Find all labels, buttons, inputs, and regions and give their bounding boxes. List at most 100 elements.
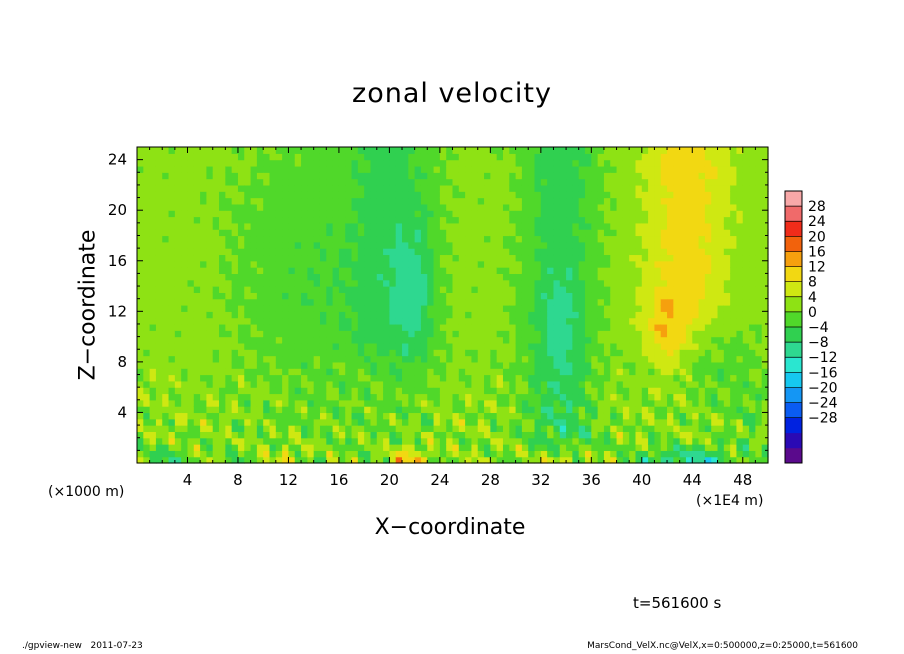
field-cell (395, 172, 403, 180)
field-cell (704, 153, 712, 161)
field-cell (572, 330, 580, 338)
field-cell (370, 222, 378, 230)
field-cell (749, 254, 756, 262)
field-cell (452, 286, 460, 293)
field-cell (553, 210, 561, 218)
field-cell (332, 330, 340, 338)
field-cell (616, 330, 624, 338)
field-cell (269, 191, 277, 199)
field-cell (698, 248, 706, 256)
field-cell (357, 437, 365, 445)
field-cell (629, 292, 637, 300)
field-cell (433, 229, 441, 237)
field-cell (162, 210, 170, 218)
field-cell (294, 317, 302, 325)
field-cell (660, 210, 668, 218)
field-cell (338, 387, 346, 395)
field-cell (572, 342, 580, 350)
field-cell (433, 153, 441, 161)
field-cell (730, 267, 738, 274)
field-cell (446, 229, 454, 237)
field-cell (332, 361, 340, 369)
field-cell (711, 248, 719, 256)
field-cell (622, 431, 630, 439)
field-cell (553, 305, 561, 312)
field-cell (376, 323, 384, 331)
field-cell (490, 273, 498, 281)
field-cell (275, 387, 283, 395)
field-cell (610, 311, 618, 319)
field-cell (370, 210, 378, 218)
field-cell (427, 387, 435, 395)
field-cell (427, 229, 435, 237)
field-cell (383, 355, 390, 363)
field-cell (427, 380, 435, 388)
field-cell (402, 172, 409, 180)
field-cell (256, 292, 264, 300)
field-cell (635, 330, 643, 338)
field-cell (553, 406, 561, 414)
field-cell (603, 342, 611, 350)
field-cell (408, 323, 416, 331)
field-cell (496, 147, 504, 154)
field-cell (471, 147, 479, 154)
field-cell (559, 380, 567, 388)
field-cell (427, 191, 435, 199)
field-cell (585, 450, 592, 458)
field-cell (673, 399, 681, 407)
field-cell (446, 260, 454, 268)
field-cell (559, 437, 567, 445)
field-cell (597, 355, 605, 363)
field-cell (376, 361, 384, 369)
field-cell (509, 248, 517, 256)
field-cell (616, 241, 624, 249)
field-cell (749, 456, 756, 464)
field-cell (420, 330, 428, 338)
field-cell (395, 342, 403, 350)
field-cell (376, 216, 384, 224)
field-cell (263, 159, 271, 167)
field-cell (351, 418, 359, 426)
field-cell (585, 399, 592, 407)
field-cell (319, 349, 327, 357)
field-cell (566, 184, 573, 192)
field-cell (559, 425, 567, 432)
field-cell (225, 387, 233, 395)
field-cell (572, 298, 580, 306)
field-cell (395, 267, 403, 274)
field-cell (174, 292, 182, 300)
field-cell (585, 197, 592, 205)
field-cell (237, 456, 245, 464)
field-cell (200, 323, 208, 331)
field-cell (301, 197, 308, 205)
field-cell (471, 450, 479, 458)
field-cell (193, 406, 201, 414)
field-cell (711, 178, 719, 186)
field-cell (427, 330, 435, 338)
field-cell (383, 368, 390, 376)
field-cell (667, 450, 674, 458)
field-cell (685, 241, 693, 249)
field-cell (509, 279, 517, 287)
field-cell (263, 342, 271, 350)
field-cell (345, 203, 353, 211)
field-cell (742, 311, 750, 319)
field-cell (679, 222, 687, 230)
field-cell (730, 349, 738, 357)
field-cell (591, 191, 599, 199)
field-cell (155, 216, 163, 224)
field-cell (370, 178, 378, 186)
field-cell (515, 248, 523, 256)
field-cell (427, 355, 435, 363)
field-cell (755, 172, 763, 180)
field-cell (181, 380, 189, 388)
field-cell (477, 374, 485, 382)
field-cell (219, 222, 226, 230)
field-cell (174, 387, 182, 395)
field-cell (502, 216, 510, 224)
field-cell (540, 254, 548, 262)
field-cell (509, 305, 517, 312)
field-cell (212, 267, 220, 274)
field-cell (212, 444, 220, 451)
field-cell (730, 361, 738, 369)
